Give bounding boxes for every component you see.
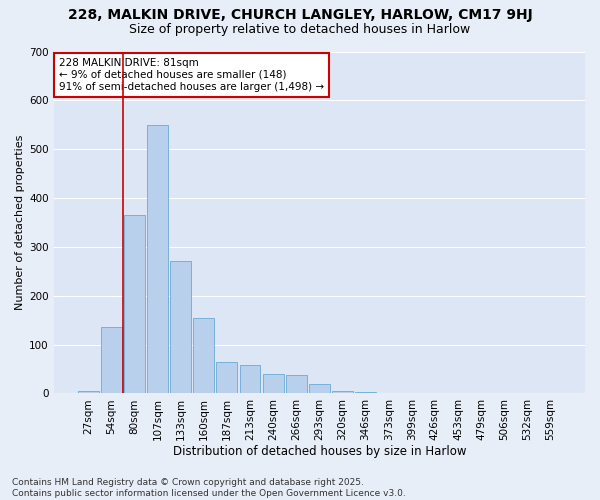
- Bar: [355, 392, 376, 394]
- Text: Size of property relative to detached houses in Harlow: Size of property relative to detached ho…: [130, 22, 470, 36]
- Bar: [101, 328, 122, 394]
- Bar: [309, 384, 330, 394]
- Bar: [217, 362, 237, 394]
- Bar: [332, 391, 353, 394]
- Bar: [263, 374, 284, 394]
- Bar: [239, 365, 260, 394]
- Bar: [147, 125, 168, 394]
- Bar: [124, 215, 145, 394]
- Text: 228, MALKIN DRIVE, CHURCH LANGLEY, HARLOW, CM17 9HJ: 228, MALKIN DRIVE, CHURCH LANGLEY, HARLO…: [68, 8, 532, 22]
- X-axis label: Distribution of detached houses by size in Harlow: Distribution of detached houses by size …: [173, 444, 466, 458]
- Bar: [193, 318, 214, 394]
- Bar: [286, 375, 307, 394]
- Bar: [170, 262, 191, 394]
- Text: 228 MALKIN DRIVE: 81sqm
← 9% of detached houses are smaller (148)
91% of semi-de: 228 MALKIN DRIVE: 81sqm ← 9% of detached…: [59, 58, 324, 92]
- Y-axis label: Number of detached properties: Number of detached properties: [15, 134, 25, 310]
- Text: Contains HM Land Registry data © Crown copyright and database right 2025.
Contai: Contains HM Land Registry data © Crown c…: [12, 478, 406, 498]
- Bar: [78, 391, 98, 394]
